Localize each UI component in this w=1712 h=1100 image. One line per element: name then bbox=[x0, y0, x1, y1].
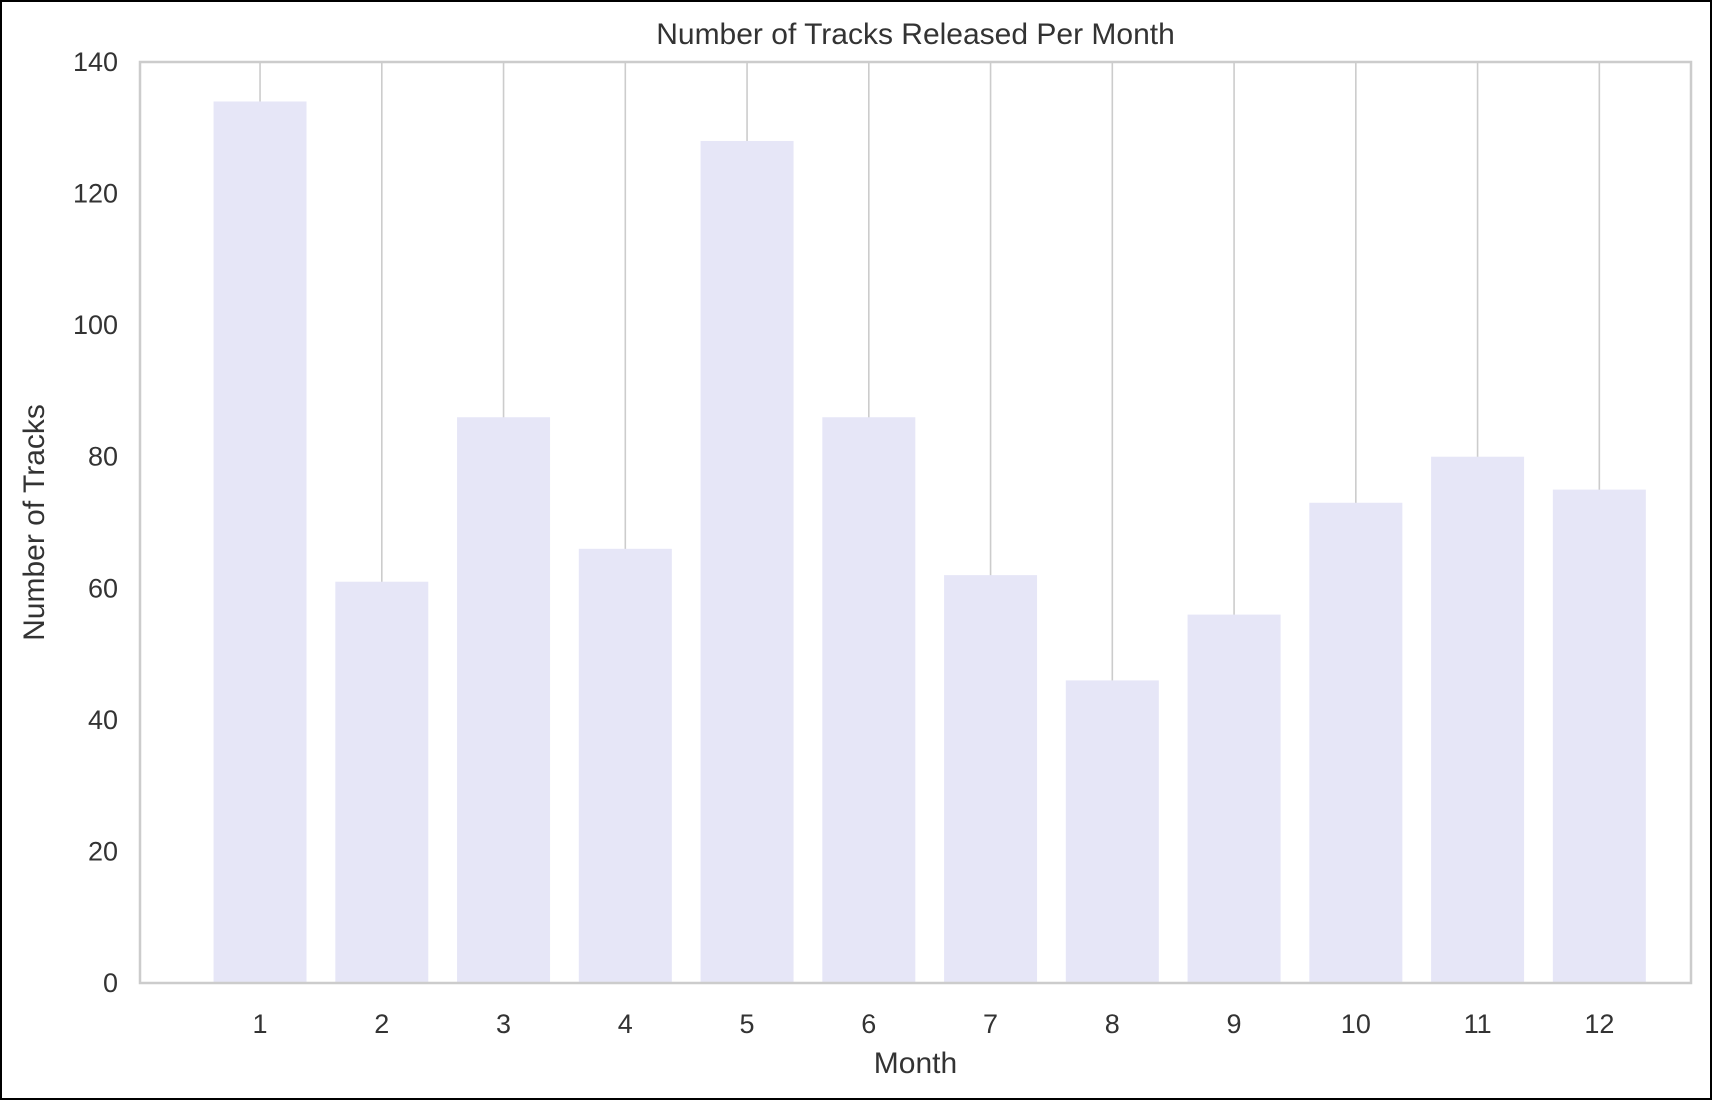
x-tick-label: 9 bbox=[1227, 1009, 1242, 1039]
x-axis-ticks: 1 2 3 4 5 6 7 8 9 10 11 12 bbox=[253, 1009, 1615, 1039]
bar-month-9 bbox=[1187, 614, 1281, 983]
y-tick-label: 80 bbox=[88, 442, 118, 472]
bar-month-2 bbox=[335, 581, 429, 983]
x-tick-label: 12 bbox=[1584, 1009, 1614, 1039]
x-tick-label: 7 bbox=[983, 1009, 998, 1039]
y-axis-ticks: 0 20 40 60 80 100 120 140 bbox=[73, 47, 118, 998]
y-tick-label: 100 bbox=[73, 310, 118, 340]
bar-month-10 bbox=[1309, 502, 1403, 983]
y-axis-label: Number of Tracks bbox=[18, 404, 51, 641]
bar-month-6 bbox=[822, 417, 916, 983]
x-tick-label: 5 bbox=[740, 1009, 755, 1039]
bar-month-5 bbox=[700, 140, 794, 983]
x-tick-label: 1 bbox=[253, 1009, 268, 1039]
y-tick-label: 120 bbox=[73, 179, 118, 209]
y-tick-label: 60 bbox=[88, 573, 118, 603]
y-tick-label: 0 bbox=[103, 968, 118, 998]
x-axis-label: Month bbox=[874, 1047, 957, 1080]
y-tick-label: 20 bbox=[88, 836, 118, 866]
x-tick-label: 3 bbox=[496, 1009, 511, 1039]
bar-month-1 bbox=[213, 101, 307, 983]
x-tick-label: 6 bbox=[861, 1009, 876, 1039]
bar-month-3 bbox=[457, 417, 551, 983]
bar-month-8 bbox=[1065, 680, 1159, 983]
x-tick-label: 4 bbox=[618, 1009, 633, 1039]
bar-month-11 bbox=[1431, 456, 1525, 983]
plot-area-border bbox=[138, 60, 1693, 985]
y-tick-label: 40 bbox=[88, 705, 118, 735]
x-tick-label: 11 bbox=[1464, 1009, 1492, 1039]
bar-month-4 bbox=[578, 548, 672, 983]
x-tick-label: 8 bbox=[1105, 1009, 1120, 1039]
chart-title: Number of Tracks Released Per Month bbox=[656, 18, 1175, 51]
x-tick-label: 10 bbox=[1341, 1009, 1371, 1039]
y-tick-label: 140 bbox=[73, 47, 118, 77]
bar-month-7 bbox=[944, 575, 1038, 983]
bar-month-12 bbox=[1552, 489, 1646, 983]
x-tick-label: 2 bbox=[374, 1009, 389, 1039]
bars bbox=[213, 101, 1646, 983]
